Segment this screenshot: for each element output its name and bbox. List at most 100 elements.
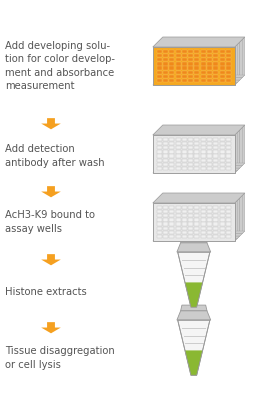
Polygon shape (156, 235, 161, 238)
Polygon shape (225, 226, 230, 230)
Polygon shape (213, 146, 217, 150)
Polygon shape (156, 66, 161, 70)
Polygon shape (187, 214, 192, 218)
Polygon shape (225, 235, 230, 238)
Polygon shape (160, 231, 244, 234)
Polygon shape (181, 150, 186, 154)
Polygon shape (169, 150, 173, 154)
Polygon shape (200, 70, 205, 74)
Polygon shape (169, 54, 173, 57)
Polygon shape (236, 198, 239, 238)
Polygon shape (155, 80, 239, 82)
Polygon shape (225, 210, 230, 213)
Polygon shape (213, 210, 217, 213)
Polygon shape (156, 163, 161, 166)
Polygon shape (206, 214, 211, 218)
Polygon shape (225, 54, 230, 57)
Polygon shape (181, 231, 186, 234)
Polygon shape (169, 146, 173, 150)
Polygon shape (175, 163, 180, 166)
Polygon shape (160, 163, 244, 166)
Polygon shape (41, 254, 60, 265)
Polygon shape (200, 58, 205, 62)
Polygon shape (200, 218, 205, 222)
Polygon shape (169, 138, 173, 141)
Polygon shape (162, 226, 167, 230)
Polygon shape (194, 142, 199, 145)
Polygon shape (187, 163, 192, 166)
Polygon shape (181, 70, 186, 74)
Polygon shape (213, 50, 217, 53)
Polygon shape (239, 196, 241, 236)
Polygon shape (175, 222, 180, 226)
Polygon shape (41, 186, 60, 197)
Polygon shape (194, 58, 199, 62)
Polygon shape (200, 222, 205, 226)
Polygon shape (187, 218, 192, 222)
Polygon shape (194, 79, 199, 82)
Polygon shape (194, 146, 199, 150)
Polygon shape (219, 226, 224, 230)
Polygon shape (181, 142, 186, 145)
Polygon shape (194, 231, 199, 234)
Polygon shape (181, 167, 186, 170)
Polygon shape (194, 226, 199, 230)
Polygon shape (162, 167, 167, 170)
Polygon shape (200, 226, 205, 230)
Polygon shape (219, 142, 224, 145)
Polygon shape (169, 62, 173, 66)
Polygon shape (162, 163, 167, 166)
Polygon shape (175, 146, 180, 150)
Polygon shape (152, 170, 236, 173)
Polygon shape (156, 222, 161, 226)
Polygon shape (225, 158, 230, 162)
Polygon shape (162, 58, 167, 62)
Text: Tissue disaggregation
or cell lysis: Tissue disaggregation or cell lysis (5, 346, 114, 370)
Polygon shape (213, 163, 217, 166)
Polygon shape (200, 167, 205, 170)
Polygon shape (156, 142, 161, 145)
Polygon shape (169, 222, 173, 226)
Polygon shape (187, 138, 192, 141)
Polygon shape (169, 79, 173, 82)
Polygon shape (156, 58, 161, 62)
Polygon shape (213, 75, 217, 78)
Polygon shape (213, 58, 217, 62)
Polygon shape (175, 210, 180, 213)
Polygon shape (176, 311, 210, 320)
Polygon shape (156, 167, 161, 170)
Polygon shape (200, 75, 205, 78)
Polygon shape (152, 135, 234, 173)
Polygon shape (213, 231, 217, 234)
Polygon shape (219, 75, 224, 78)
Polygon shape (175, 154, 180, 158)
Polygon shape (41, 118, 60, 129)
Polygon shape (176, 243, 210, 252)
Polygon shape (175, 70, 180, 74)
Polygon shape (187, 150, 192, 154)
Polygon shape (213, 62, 217, 66)
Polygon shape (194, 150, 199, 154)
Polygon shape (187, 226, 192, 230)
Polygon shape (200, 138, 205, 141)
Polygon shape (234, 44, 236, 85)
Polygon shape (162, 79, 167, 82)
Polygon shape (213, 142, 217, 145)
Polygon shape (187, 158, 192, 162)
Polygon shape (206, 222, 211, 226)
Polygon shape (225, 218, 230, 222)
Polygon shape (162, 222, 167, 226)
Polygon shape (194, 62, 199, 66)
Polygon shape (181, 138, 186, 141)
Polygon shape (219, 235, 224, 238)
Polygon shape (177, 320, 209, 375)
Text: Histone extracts: Histone extracts (5, 287, 87, 297)
Polygon shape (169, 75, 173, 78)
Polygon shape (156, 75, 161, 78)
Polygon shape (162, 218, 167, 222)
Polygon shape (241, 37, 244, 78)
Polygon shape (162, 54, 167, 57)
Polygon shape (206, 79, 211, 82)
Polygon shape (219, 79, 224, 82)
Polygon shape (187, 75, 192, 78)
